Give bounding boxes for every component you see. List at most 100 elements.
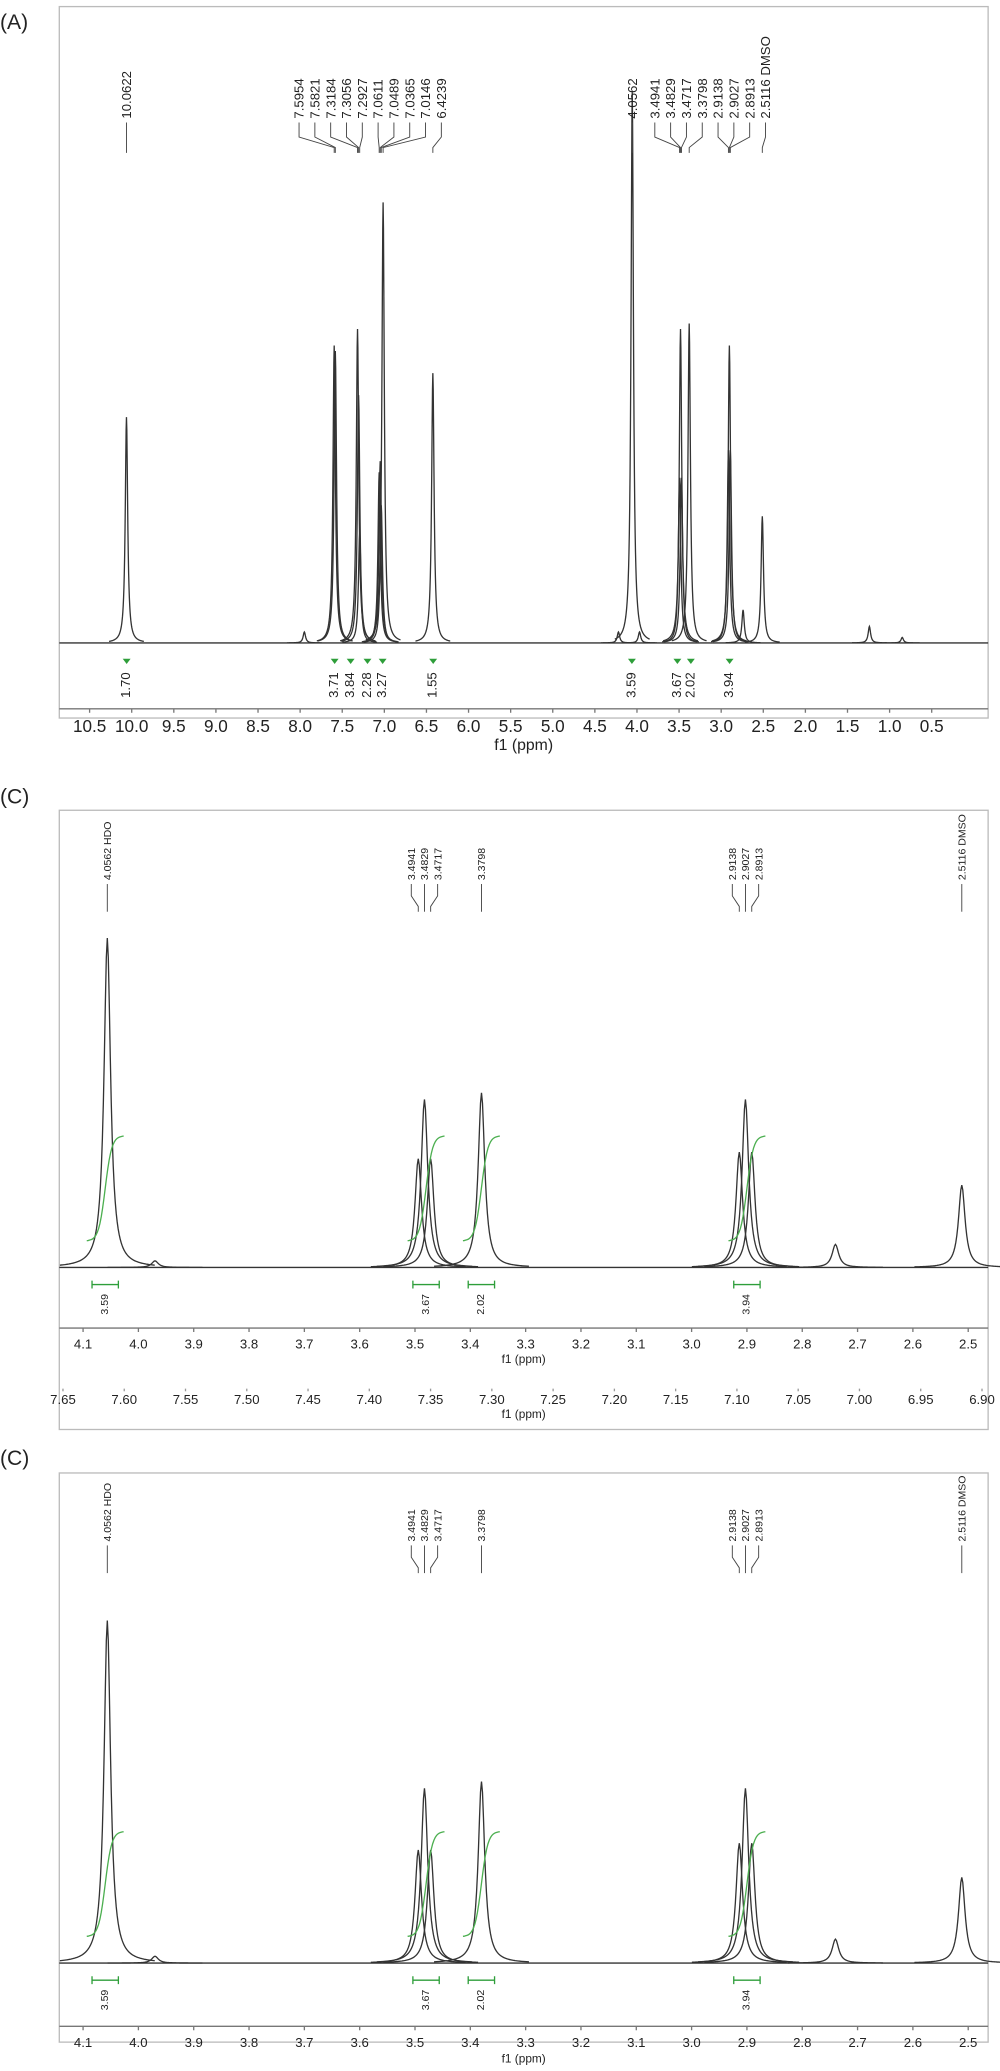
peak-label: 7.2927: [355, 78, 370, 118]
integral-label: 3.94: [741, 1990, 753, 2011]
integral-label: 3.59: [623, 672, 638, 698]
figure-content: (A) 10.0622 7.5954 7.5821 7.3184 7.3056 7.2927…: [0, 5, 1000, 2065]
x2-tick-label: 7.65: [50, 1392, 76, 1407]
integral-label: 3.94: [741, 1294, 753, 1315]
peak-label: 3.3798: [695, 78, 710, 118]
integral-mark: [467, 1976, 496, 1985]
x-tick-label: 10.5: [73, 717, 106, 736]
peak-leader: [432, 122, 442, 153]
x-axis-label: f1 (ppm): [494, 737, 553, 754]
peak-leader: [410, 884, 419, 912]
peak: [663, 477, 699, 643]
integral-mark: [346, 658, 355, 665]
peak-label: 7.5821: [307, 78, 322, 118]
integral-label: 1.55: [425, 672, 440, 698]
x-tick-label: 3.5: [406, 2035, 424, 2050]
x2-tick-label: 7.45: [295, 1392, 321, 1407]
integral-curve: [462, 1831, 500, 1937]
x-tick-label: 2.5: [751, 717, 775, 736]
peak: [341, 395, 377, 642]
peak: [107, 1955, 203, 1964]
panel-frame: [58, 809, 989, 1431]
peak-leader: [670, 122, 681, 153]
panel-frame: [58, 5, 989, 719]
peak: [434, 1781, 529, 1963]
x-tick-label: 5.5: [499, 717, 523, 736]
x-tick-label: 4.0: [625, 717, 649, 736]
x-tick-label: 10.0: [115, 717, 148, 736]
integral-mark: [686, 658, 695, 665]
peak: [914, 1877, 1000, 1964]
peak: [914, 1184, 1000, 1268]
x-tick-label: 3.4: [461, 1337, 479, 1352]
peak-label: 10.0622: [119, 71, 134, 119]
peak-label: 7.0365: [402, 78, 417, 118]
peak-label: 7.0489: [387, 78, 402, 118]
peak-label: 3.4829: [419, 1509, 431, 1541]
x-tick-label: 2.9: [738, 1337, 756, 1352]
peak: [697, 1788, 793, 1963]
x2-tick-label: 7.55: [173, 1392, 199, 1407]
peak-leader: [751, 1545, 760, 1574]
peak-label: 2.9027: [726, 78, 741, 118]
x2-tick-label: 7.15: [663, 1392, 689, 1407]
x-tick-label: 3.3: [516, 2035, 534, 2050]
x-tick-label: 2.8: [793, 1337, 811, 1352]
peak-label: 2.8913: [753, 1509, 765, 1541]
x-tick-label: 7.5: [330, 717, 354, 736]
integral-curve: [86, 1831, 124, 1937]
peak-label: 7.0146: [418, 78, 433, 118]
peak-leader: [731, 884, 740, 912]
peak: [107, 1260, 203, 1269]
x2-tick-label: 7.50: [234, 1392, 260, 1407]
x-tick-label: 0.5: [920, 717, 944, 736]
panel-label: (C): [0, 786, 29, 809]
x-tick-label: 3.0: [682, 1337, 700, 1352]
x-tick-label: 2.5: [959, 1337, 977, 1352]
peak-label: 2.9027: [740, 1509, 752, 1541]
x-tick-label: 3.9: [185, 1337, 203, 1352]
x-tick-label: 2.8: [793, 2035, 811, 2050]
peak-label: 3.4717: [432, 848, 444, 880]
x-tick-label: 3.6: [351, 2035, 369, 2050]
x2-tick-label: 7.00: [847, 1392, 873, 1407]
x-tick-label: 3.9: [185, 2035, 203, 2050]
peak-leader: [314, 122, 336, 153]
peak-label: 3.4941: [406, 1509, 418, 1541]
x-tick-label: 2.6: [904, 2035, 922, 2050]
peak-label: 2.9138: [727, 1509, 739, 1541]
x-tick-label: 9.0: [204, 717, 228, 736]
integral-curve: [407, 1831, 445, 1937]
peak-leader: [298, 122, 335, 153]
peak-label: 3.3798: [476, 848, 488, 880]
peak-label: 6.4239: [434, 78, 449, 118]
integral-mark: [122, 658, 131, 665]
panel-frame: [58, 1472, 989, 2043]
integral-mark: [673, 658, 682, 665]
x-tick-label: 1.5: [836, 717, 860, 736]
peak-leader: [761, 122, 766, 153]
integral-label: 3.67: [420, 1294, 432, 1315]
x-tick-label: 4.1: [74, 2035, 92, 2050]
x-tick-label: 3.8: [240, 1337, 258, 1352]
peak: [788, 1937, 883, 1964]
x-tick-label: 4.0: [129, 1337, 147, 1352]
x2-tick-label: 6.95: [908, 1392, 934, 1407]
peak: [671, 323, 707, 642]
peak: [697, 1099, 793, 1267]
integral-mark: [467, 1280, 496, 1289]
x-tick-label: 2.0: [793, 717, 817, 736]
x-tick-label: 3.1: [627, 2035, 645, 2050]
peak-leader: [680, 122, 687, 153]
x-tick-label: 4.0: [129, 2035, 147, 2050]
integral-label: 3.71: [326, 672, 341, 698]
x-tick-label: 3.0: [709, 717, 733, 736]
peak-leader: [330, 122, 358, 153]
peak-label: 7.5954: [292, 78, 307, 118]
peak-leader: [717, 122, 729, 153]
integral-curve: [86, 1135, 124, 1242]
peak: [108, 417, 144, 643]
x-tick-label: 7.0: [372, 717, 396, 736]
peak: [376, 1099, 472, 1267]
